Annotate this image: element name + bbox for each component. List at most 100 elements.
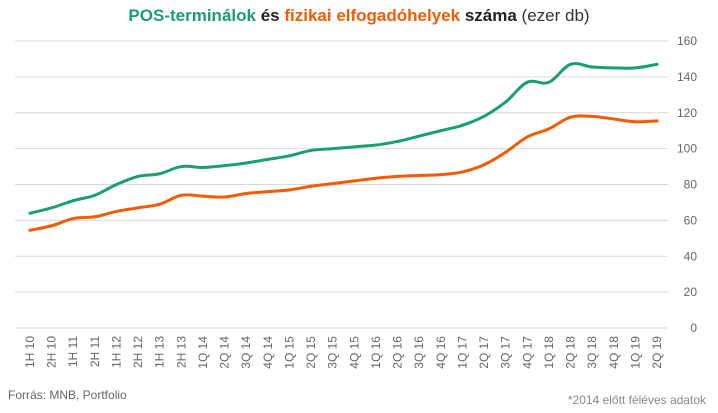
title-pos: POS-terminálok [128, 6, 256, 25]
y-tick-label: 120 [677, 106, 697, 120]
data-point [158, 202, 162, 206]
data-point [417, 174, 421, 178]
x-tick-label: 4Q 15 [347, 336, 361, 369]
data-point [201, 165, 205, 169]
data-point [114, 209, 118, 213]
x-tick-label: 3Q 14 [239, 336, 253, 369]
data-point [612, 66, 616, 70]
x-tick-label: 4Q 16 [434, 336, 448, 369]
footnote-text: *2014 előtt féléves adatok [567, 393, 706, 407]
data-point [525, 80, 529, 84]
x-tick-label: 1H 11 [66, 336, 80, 367]
data-point [50, 224, 54, 228]
data-point [50, 206, 54, 210]
data-point [331, 182, 335, 186]
data-point [71, 199, 75, 203]
x-tick-label: 1H 10 [23, 336, 37, 368]
data-point [244, 191, 248, 195]
y-tick-label: 0 [690, 321, 697, 335]
data-point [71, 217, 75, 221]
x-tick-label: 2Q 18 [564, 336, 578, 369]
series-line-acceptance-points [28, 114, 659, 232]
x-tick-label: 4Q 17 [520, 336, 534, 369]
x-tick-label: 3Q 16 [412, 336, 426, 369]
data-point [136, 206, 140, 210]
x-tick-label: 1Q 19 [628, 336, 642, 369]
x-axis-ticks: 1H 10 2H 10 1H 11 2H 11 1H 12 2H 12 1H 13 2H 13… [23, 336, 664, 369]
x-tick-label: 3Q 15 [326, 336, 340, 369]
data-point [28, 228, 32, 232]
x-tick-label: 2Q 14 [218, 336, 232, 369]
data-point [287, 154, 291, 158]
data-point [223, 195, 227, 199]
x-tick-label: 2H 10 [45, 336, 59, 368]
data-point [569, 62, 573, 66]
title-fiz: fizikai elfogadóhelyek [284, 6, 461, 25]
x-tick-label: 2Q 19 [650, 336, 664, 369]
data-point [374, 143, 378, 147]
x-tick-label: 3Q 17 [499, 336, 513, 369]
y-axis-ticks: 0 20 40 60 80 100 120 140 160 [677, 34, 697, 335]
data-point [396, 139, 400, 143]
x-tick-label: 4Q 18 [607, 336, 621, 369]
x-tick-label: 2Q 15 [304, 336, 318, 369]
data-point [374, 176, 378, 180]
x-tick-label: 2H 12 [131, 336, 145, 368]
data-point [525, 135, 529, 139]
data-point [158, 172, 162, 176]
x-tick-label: 2Q 16 [391, 336, 405, 369]
x-tick-label: 3Q 18 [585, 336, 599, 369]
data-point [136, 174, 140, 178]
data-point [179, 193, 183, 197]
data-point [460, 170, 464, 174]
x-tick-label: 2Q 17 [477, 336, 491, 369]
x-tick-label: 2H 13 [174, 336, 188, 368]
data-point [266, 157, 270, 161]
data-point [309, 184, 313, 188]
data-point [179, 165, 183, 169]
data-point [244, 161, 248, 165]
data-point [28, 211, 32, 215]
data-point [114, 183, 118, 186]
data-point [287, 188, 291, 192]
y-tick-label: 100 [677, 142, 697, 156]
x-tick-label: 2H 11 [88, 336, 102, 367]
data-point [590, 65, 594, 69]
data-point [439, 129, 443, 133]
series-line-pos-terminals [28, 61, 659, 215]
x-tick-label: 1Q 17 [455, 336, 469, 369]
data-point [547, 80, 551, 84]
data-point [396, 174, 400, 178]
x-tick-label: 1Q 16 [369, 336, 383, 369]
data-point [93, 215, 97, 219]
y-tick-label: 60 [684, 213, 698, 227]
data-point [460, 123, 464, 127]
y-tick-label: 140 [677, 70, 697, 84]
y-tick-label: 20 [684, 285, 698, 299]
data-point [633, 120, 637, 124]
data-point [331, 147, 335, 151]
data-point [612, 117, 616, 121]
title-and: és [260, 6, 280, 25]
data-point [569, 115, 573, 119]
data-point [655, 119, 659, 123]
data-point [352, 145, 356, 149]
data-point [655, 62, 659, 66]
chart-title: POS-terminálok és fizikai elfogadóhelyek… [0, 6, 718, 26]
x-tick-label: 1Q 15 [282, 336, 296, 369]
data-point [504, 100, 508, 104]
data-point [201, 194, 205, 198]
data-point [223, 164, 227, 168]
data-point [309, 148, 313, 152]
data-point [482, 114, 486, 118]
x-tick-label: 1Q 18 [542, 336, 556, 369]
data-point [352, 179, 356, 183]
data-point [439, 173, 443, 177]
x-tick-label: 1H 13 [153, 336, 167, 368]
data-point [547, 127, 551, 131]
x-tick-label: 1Q 14 [196, 336, 210, 369]
title-szama: száma [464, 6, 517, 25]
data-point [504, 150, 508, 154]
source-text: Forrás: MNB, Portfolio [8, 388, 127, 402]
